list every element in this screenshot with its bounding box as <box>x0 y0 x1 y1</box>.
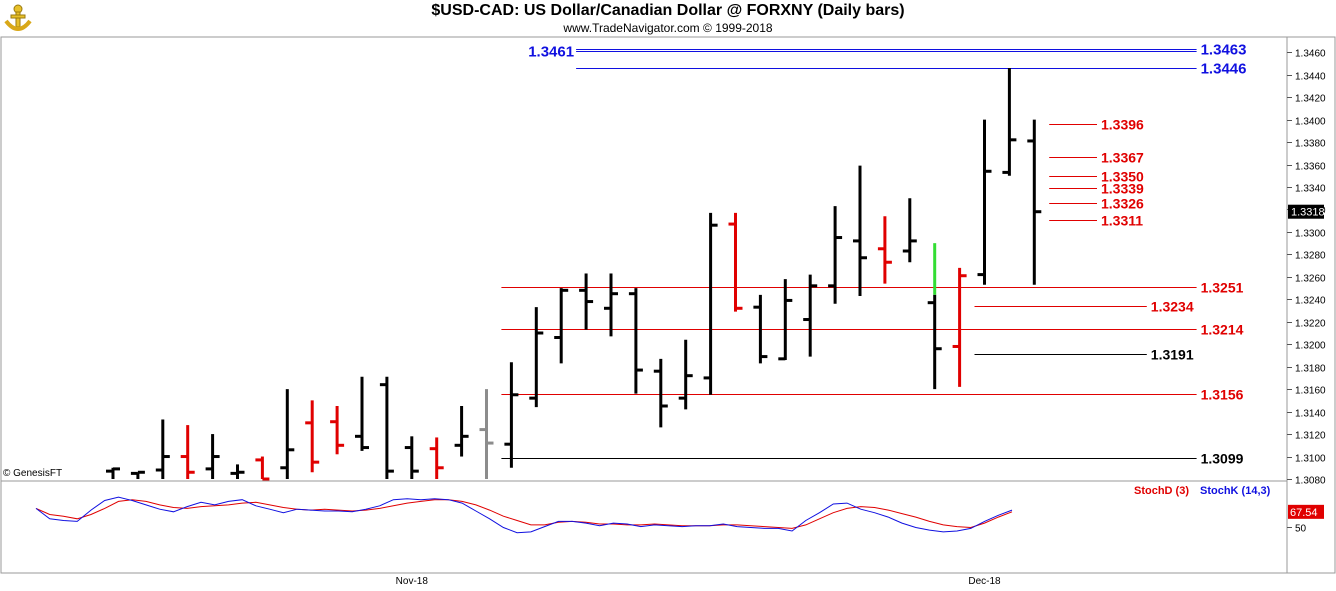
ohlc-bar <box>877 216 892 284</box>
stoch-y-tick-label: 50 <box>1295 524 1307 535</box>
ohlc-bar <box>1002 67 1017 176</box>
x-tick-label: Dec-18 <box>968 576 1001 587</box>
ohlc-bar <box>653 358 668 428</box>
ohlc-bar <box>529 307 544 408</box>
level-label: 1.3461 <box>528 44 574 61</box>
level-label: 1.3311 <box>1101 213 1143 229</box>
ohlc-bar <box>255 456 270 481</box>
y-tick-label: 1.3340 <box>1295 184 1326 195</box>
ohlc-bar <box>330 406 345 455</box>
ohlc-bar <box>604 273 618 337</box>
ohlc-bar <box>155 419 170 479</box>
y-tick-label: 1.3360 <box>1295 162 1326 173</box>
level-label: 1.3446 <box>1201 61 1247 78</box>
ohlc-bar <box>728 212 743 312</box>
y-tick-label: 1.3460 <box>1295 49 1326 60</box>
ohlc-bar <box>678 339 693 410</box>
ohlc-bar <box>355 376 369 451</box>
y-tick-label: 1.3300 <box>1295 229 1326 240</box>
ohlc-bar <box>628 288 643 394</box>
level-label: 1.3326 <box>1101 196 1144 212</box>
y-tick-label: 1.3200 <box>1295 341 1326 352</box>
level-label: 1.3099 <box>1201 451 1244 467</box>
ohlc-bar <box>703 212 718 395</box>
chart-subtitle: www.TradeNavigator.com © 1999-2018 <box>563 21 773 35</box>
ohlc-bar <box>305 400 320 473</box>
level-label: 1.3367 <box>1101 150 1144 166</box>
y-tick-label: 1.3440 <box>1295 72 1326 83</box>
ohlc-bar <box>753 294 768 364</box>
ohlc-bar <box>130 470 145 479</box>
ohlc-bar <box>106 467 120 479</box>
y-tick-label: 1.3260 <box>1295 274 1326 285</box>
y-tick-label: 1.3400 <box>1295 117 1326 128</box>
y-tick-label: 1.3080 <box>1295 476 1326 487</box>
ohlc-bar <box>853 165 867 296</box>
ohlc-bar <box>977 119 992 285</box>
y-tick-label: 1.3220 <box>1295 319 1326 330</box>
y-tick-label: 1.3380 <box>1295 139 1326 150</box>
y-tick-label: 1.3240 <box>1295 296 1326 307</box>
ohlc-bar <box>404 436 419 479</box>
stoch-last-value-label: 67.54 <box>1290 507 1318 519</box>
level-label: 1.3350 <box>1101 169 1144 185</box>
ohlc-bar <box>579 273 594 330</box>
copyright-label: © GenesisFT <box>3 468 63 479</box>
chart-header: $USD-CAD: US Dollar/Canadian Dollar @ FO… <box>0 0 1336 37</box>
y-tick-label: 1.3420 <box>1295 94 1326 105</box>
chart-title: $USD-CAD: US Dollar/Canadian Dollar @ FO… <box>431 2 905 19</box>
ohlc-bar <box>205 434 220 479</box>
ohlc-bar <box>828 206 843 304</box>
ohlc-bar <box>180 425 195 479</box>
ohlc-bar <box>902 198 917 263</box>
ohlc-bar <box>927 243 942 390</box>
stoch-last-value-tag <box>1288 504 1324 519</box>
ohlc-bar <box>454 406 469 457</box>
ohlc-bar <box>280 389 295 479</box>
y-tick-label: 1.3280 <box>1295 251 1326 262</box>
level-label: 1.3339 <box>1101 181 1144 197</box>
stochd-line <box>35 499 1013 529</box>
level-label: 1.3156 <box>1201 387 1244 403</box>
ohlc-bar <box>952 267 967 387</box>
x-tick-label: Nov-18 <box>396 576 429 587</box>
ohlc-bar <box>778 279 793 361</box>
trade-navigator-logo-icon <box>3 3 33 35</box>
ohlc-bar <box>230 464 245 479</box>
level-label: 1.3234 <box>1151 299 1194 315</box>
level-label: 1.3463 <box>1201 42 1247 59</box>
y-tick-label: 1.3100 <box>1295 454 1326 465</box>
last-price-tag <box>1288 204 1324 219</box>
ohlc-bar <box>803 274 818 357</box>
stochk-line <box>35 496 1013 534</box>
ohlc-bar <box>1027 119 1042 285</box>
ohlc-bar <box>554 288 569 364</box>
y-tick-label: 1.3160 <box>1295 386 1326 397</box>
y-tick-label: 1.3180 <box>1295 364 1326 375</box>
level-label: 1.3396 <box>1101 117 1144 133</box>
ohlc-bar <box>479 389 494 479</box>
ohlc-bar <box>504 362 519 468</box>
ohlc-bar <box>429 437 444 479</box>
y-tick-label: 1.3120 <box>1295 431 1326 442</box>
legend-stochd: StochD (3) <box>1134 485 1189 497</box>
legend-stochk: StochK (14,3) <box>1200 485 1271 497</box>
level-label: 1.3214 <box>1201 322 1244 338</box>
ohlc-bar <box>379 376 394 479</box>
level-label: 1.3251 <box>1201 280 1244 296</box>
last-price-label: 1.3318 <box>1291 207 1325 219</box>
level-label: 1.3191 <box>1151 347 1194 363</box>
y-tick-label: 1.3140 <box>1295 409 1326 420</box>
